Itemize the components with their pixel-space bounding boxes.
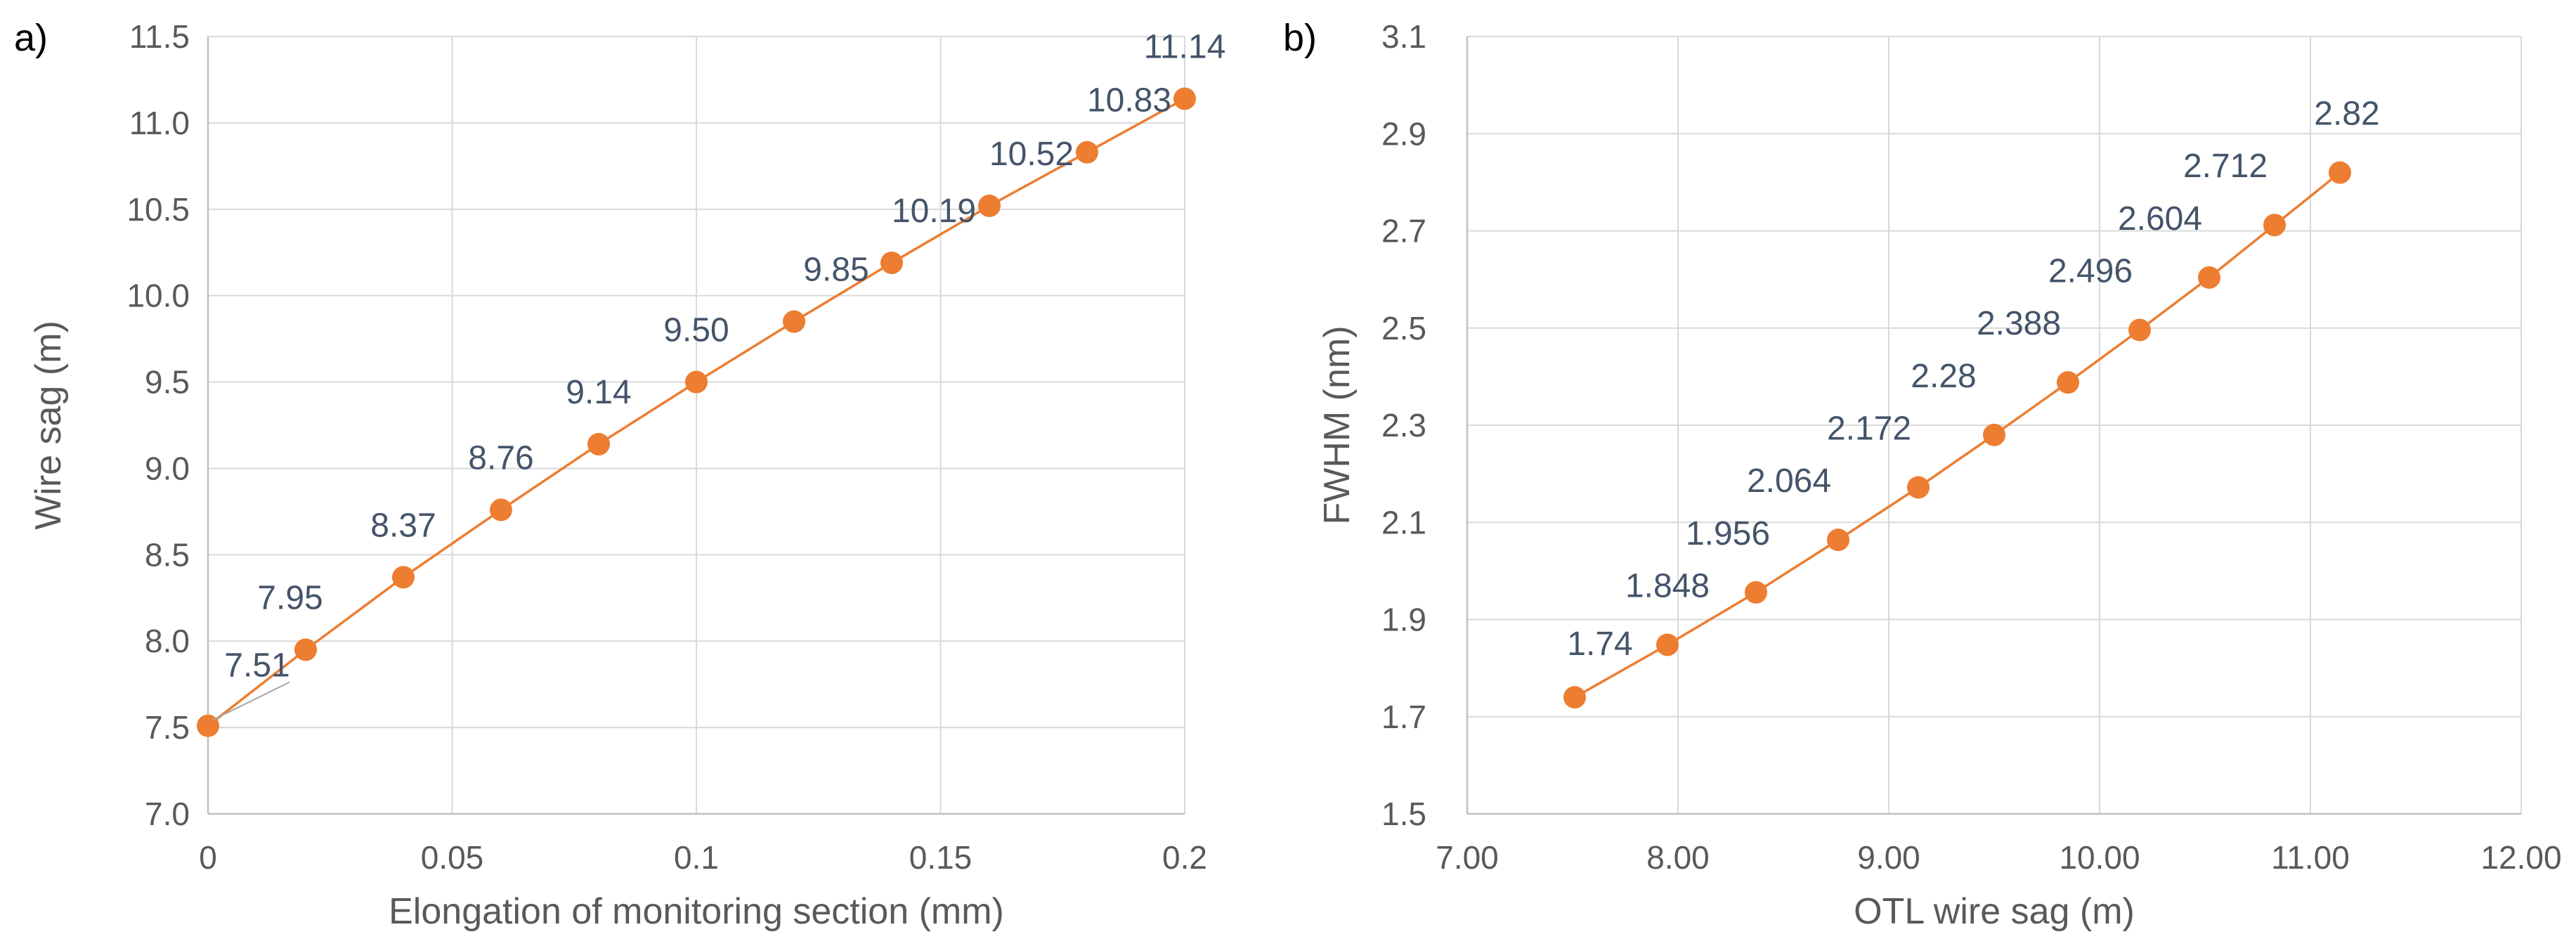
data-label: 2.388: [1977, 305, 2061, 342]
x-tick-label: 0: [199, 839, 217, 876]
x-tick-label: 0.05: [421, 839, 484, 876]
panel-label: b): [1283, 17, 1317, 59]
data-label: 1.956: [1686, 515, 1770, 552]
data-label: 9.85: [803, 252, 869, 289]
data-point: [587, 433, 610, 456]
y-tick-label: 11.0: [129, 105, 190, 141]
data-label: 2.496: [2048, 253, 2133, 290]
data-label: 10.83: [1087, 82, 1171, 119]
y-tick-label: 10.0: [126, 278, 190, 314]
x-tick-label: 7.00: [1436, 839, 1499, 876]
y-axis-title: Wire sag (m): [28, 320, 69, 530]
data-point: [2057, 371, 2079, 394]
data-point: [1907, 476, 1930, 499]
x-tick-label: 9.00: [1857, 839, 1920, 876]
series-line: [1574, 171, 2341, 699]
y-tick-label: 1.9: [1381, 602, 1426, 638]
data-label: 2.064: [1747, 462, 1831, 500]
data-label: 10.19: [892, 193, 976, 230]
data-point: [1173, 87, 1196, 110]
data-label: 2.604: [2118, 200, 2202, 238]
chart-panel-a: a) 7.0 7.5 8.0 8.5 9.0 9.5 10.0 10.5 11.0 11.5 0 0.0…: [14, 17, 1225, 932]
data-point: [1827, 529, 1849, 552]
data-label: 2.712: [2183, 148, 2268, 185]
data-point: [1076, 141, 1098, 164]
data-point: [880, 251, 903, 274]
x-tick-label: 0.15: [909, 839, 972, 876]
data-label: 7.95: [257, 580, 323, 617]
data-point: [2329, 161, 2351, 184]
data-point: [978, 194, 1001, 217]
data-point: [2128, 318, 2151, 342]
data-point: [490, 498, 512, 521]
data-point: [2198, 266, 2220, 289]
y-tick-label: 2.3: [1381, 407, 1426, 443]
y-tick-label: 8.5: [145, 536, 190, 573]
x-tick-label: 8.00: [1646, 839, 1710, 876]
y-tick-label: 1.7: [1381, 699, 1426, 735]
panel-label: a): [14, 17, 48, 59]
x-axis-title: Elongation of monitoring section (mm): [389, 891, 1004, 932]
y-tick-label: 8.0: [145, 623, 190, 659]
data-point: [294, 638, 317, 661]
data-point: [1563, 686, 1586, 709]
x-tick-label: 12.00: [2480, 839, 2561, 876]
data-label-leader: [212, 681, 290, 721]
data-label: 10.52: [989, 136, 1074, 173]
data-label: 2.82: [2314, 96, 2379, 133]
data-label: 1.848: [1625, 567, 1710, 604]
y-tick-label: 2.9: [1381, 115, 1426, 152]
x-tick-label: 0.1: [674, 839, 719, 876]
y-tick-label: 2.5: [1381, 310, 1426, 346]
y-tick-label: 7.0: [145, 796, 190, 832]
data-label: 2.28: [1911, 358, 1976, 395]
y-tick-label: 11.5: [129, 18, 190, 55]
chart-panel-b: b) 1.5 1.7 1.9 2.1 2.3 2.5 2.7 2.9 3.1 7.00 8.00 9.0…: [1283, 17, 2562, 932]
y-tick-label: 9.0: [145, 450, 190, 486]
y-tick-label: 9.5: [145, 364, 190, 401]
data-point: [685, 370, 708, 394]
data-label: 11.14: [1144, 28, 1226, 65]
data-label: 1.74: [1567, 626, 1632, 663]
data-point: [1656, 633, 1679, 656]
y-tick-label: 7.5: [145, 709, 190, 746]
y-tick-label: 2.1: [1381, 504, 1426, 540]
data-label: 8.37: [370, 507, 436, 544]
y-tick-label: 1.5: [1381, 796, 1426, 832]
data-label: 7.51: [224, 647, 290, 685]
data-point: [392, 566, 415, 589]
x-axis-title: OTL wire sag (m): [1854, 891, 2135, 932]
y-tick-label: 3.1: [1381, 18, 1426, 55]
y-tick-label: 2.7: [1381, 213, 1426, 250]
data-point: [783, 310, 805, 333]
data-label: 2.172: [1827, 410, 1911, 447]
x-tick-label: 0.2: [1162, 839, 1207, 876]
data-label: 9.50: [663, 312, 729, 349]
data-label: 8.76: [468, 439, 533, 477]
data-point: [2263, 214, 2286, 237]
y-tick-label: 10.5: [126, 191, 190, 228]
data-label: 9.14: [566, 374, 631, 411]
data-point: [1983, 423, 2005, 446]
y-axis-title: FWHM (nm): [1317, 325, 1358, 524]
data-point: [1745, 581, 1767, 604]
x-tick-label: 10.00: [2059, 839, 2140, 876]
x-tick-label: 11.00: [2271, 839, 2350, 876]
